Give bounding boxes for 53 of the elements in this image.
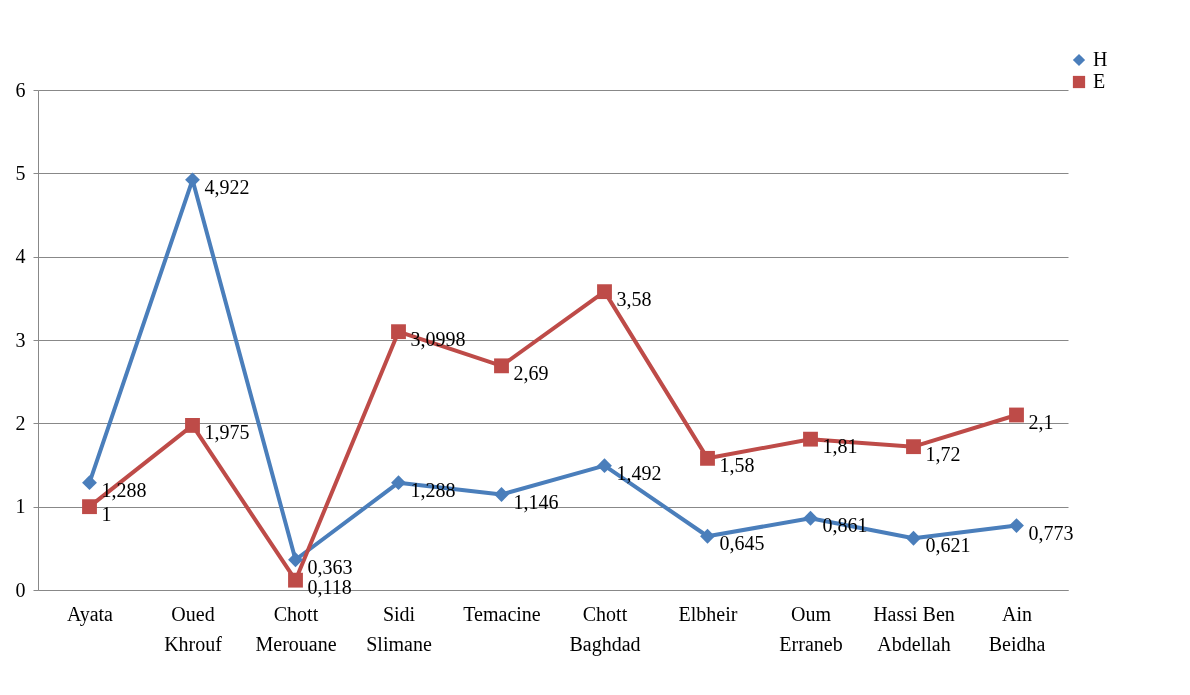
point bbox=[803, 510, 818, 526]
point bbox=[82, 475, 97, 491]
legend-label: H bbox=[1093, 48, 1108, 70]
point bbox=[700, 528, 715, 544]
point bbox=[494, 487, 509, 502]
point bbox=[288, 552, 303, 568]
data-label: 1 bbox=[101, 502, 112, 525]
data-label: 3,58 bbox=[616, 287, 652, 310]
point bbox=[1009, 407, 1024, 423]
y-tick-label: 4 bbox=[15, 245, 26, 268]
point bbox=[700, 450, 715, 466]
data-label: 4,922 bbox=[204, 175, 250, 198]
x-tick-label: Hassi Ben Abdellah bbox=[873, 602, 955, 655]
point bbox=[906, 439, 921, 455]
y-tick-label: 2 bbox=[15, 411, 26, 434]
x-tick-label: Ain Beidha bbox=[988, 602, 1046, 655]
data-label: 1,975 bbox=[204, 421, 250, 444]
x-tick-label: Oued Khrouf bbox=[164, 602, 223, 655]
point bbox=[185, 418, 200, 433]
data-label: 1,146 bbox=[513, 490, 559, 513]
point bbox=[288, 572, 303, 588]
data-label: 0,773 bbox=[1028, 521, 1074, 544]
data-label: 0,621 bbox=[925, 534, 971, 557]
x-tick-label: Oum Erraneb bbox=[779, 602, 843, 655]
y-tick-label: 6 bbox=[15, 78, 26, 101]
point bbox=[906, 530, 921, 546]
point bbox=[391, 324, 406, 340]
point bbox=[1009, 518, 1024, 533]
x-tick-label: Chott Merouane bbox=[255, 602, 337, 655]
x-tick-label: Ayata bbox=[67, 602, 114, 626]
x-tick-label: Chott Baghdad bbox=[569, 602, 641, 656]
data-label: 2,69 bbox=[513, 361, 549, 384]
data-label: 2,1 bbox=[1028, 411, 1054, 433]
data-label: 0,363 bbox=[307, 555, 353, 578]
data-label: 1,492 bbox=[616, 461, 662, 484]
data-label: 1,58 bbox=[719, 454, 755, 477]
point bbox=[82, 499, 97, 515]
x-tick-label: Temacine bbox=[463, 602, 541, 625]
point bbox=[597, 458, 612, 474]
y-tick-label: 1 bbox=[15, 495, 26, 518]
x-tick-label: Elbheir bbox=[678, 602, 738, 625]
point bbox=[803, 431, 818, 447]
point bbox=[494, 358, 509, 374]
point bbox=[185, 172, 200, 188]
y-tick-label: 5 bbox=[15, 161, 26, 184]
point bbox=[597, 284, 612, 300]
data-label: 1,72 bbox=[925, 442, 961, 465]
y-tick-label: 3 bbox=[15, 328, 26, 351]
point bbox=[391, 475, 406, 491]
y-tick-label: 0 bbox=[15, 578, 26, 601]
legend-label: E bbox=[1093, 70, 1106, 92]
data-label: 0,645 bbox=[719, 532, 765, 555]
x-tick-label: Sidi Slimane bbox=[366, 602, 432, 655]
